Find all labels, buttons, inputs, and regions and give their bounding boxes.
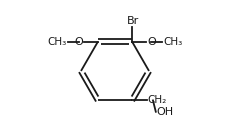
Text: OH: OH [156,107,173,117]
Text: CH₂: CH₂ [147,95,166,105]
Text: CH₃: CH₃ [48,37,67,46]
Text: CH₃: CH₃ [162,37,181,46]
Text: Br: Br [126,16,138,26]
Text: O: O [74,37,83,46]
Text: O: O [146,37,155,46]
